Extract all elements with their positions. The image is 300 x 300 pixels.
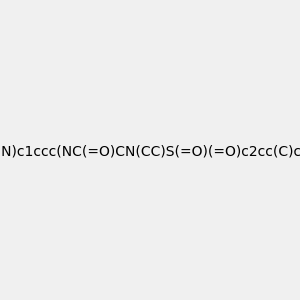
Text: O=S(=O)(N)c1ccc(NC(=O)CN(CC)S(=O)(=O)c2cc(C)ccc2OC)cc1: O=S(=O)(N)c1ccc(NC(=O)CN(CC)S(=O)(=O)c2c… — [0, 145, 300, 158]
